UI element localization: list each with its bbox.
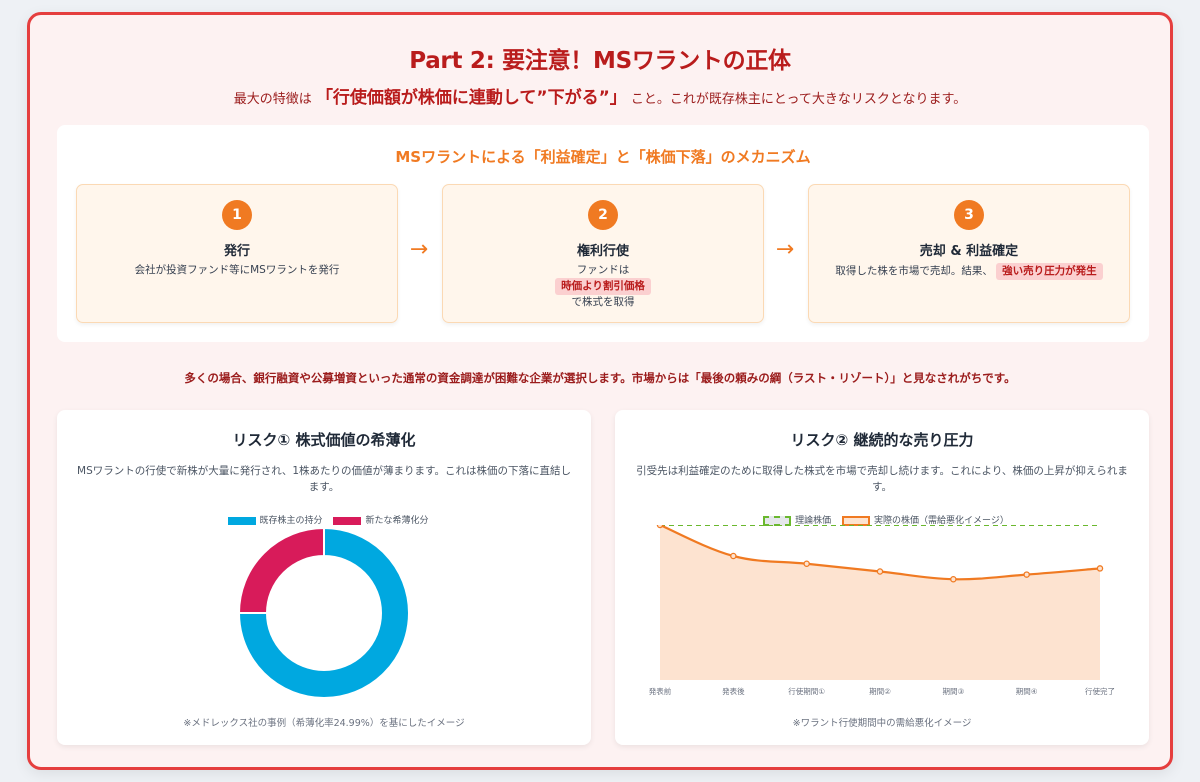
page-subtitle: 最大の特徴は 「行使価額が株価に連動して”下がる”」 こと。これが既存株主にとっ…	[30, 83, 1170, 108]
step-card-sell: 3 売却 & 利益確定 取得した株を市場で売却。結果、 強い売り圧力が発生	[808, 184, 1130, 323]
subtitle-emphasis: 「行使価額が株価に連動して”下がる”」	[315, 88, 627, 108]
slide-panel: Part 2: 要注意！MSワラントの正体 最大の特徴は 「行使価額が株価に連動…	[27, 12, 1173, 770]
mechanism-title: MSワラントによる「利益確定」と「株価下落」のメカニズム	[395, 148, 811, 166]
legend-label[interactable]: 実際の株価（需給悪化イメージ）	[874, 516, 1009, 526]
doughnut-segment[interactable]	[237, 528, 325, 614]
context-note: 多くの場合、銀行融資や公募増資といった通常の資金調達が困難な企業が選択します。市…	[184, 371, 1016, 385]
mechanism-panel: MSワラントによる「利益確定」と「株価下落」のメカニズム 1 発行 会社が投資フ…	[57, 125, 1149, 342]
risk2-title: リスク② 継続的な売り圧力	[790, 431, 974, 449]
data-point[interactable]	[656, 525, 664, 529]
data-point[interactable]	[730, 552, 737, 560]
step-desc-post: で株式を取得	[571, 296, 635, 308]
page-title: Part 2: 要注意！MSワラントの正体	[409, 48, 791, 74]
legend-label[interactable]: 新たな希薄化分	[365, 516, 429, 526]
step-name: 発行	[223, 244, 250, 259]
highlight-badge: 時価より割引価格	[555, 278, 651, 295]
step-card-issue: 1 発行 会社が投資ファンド等にMSワラントを発行	[76, 184, 398, 323]
step-number-badge: 2	[588, 200, 618, 230]
legend-swatch-theoretical	[763, 515, 792, 526]
step-number-badge: 1	[222, 200, 252, 230]
risk1-card: リスク① 株式価値の希薄化 MSワラントの行使で新株が大量に発行され、1株あたり…	[57, 410, 591, 745]
data-point[interactable]	[950, 576, 957, 583]
line-chart: 発表前 発表後 行使期間① 期間② 期間③ 期間④ 行使完了	[649, 525, 1115, 696]
risk1-footnote: ※メドレックス社の事例（希薄化率24.99%）を基にしたイメージ	[183, 718, 465, 729]
data-point[interactable]	[803, 560, 810, 568]
risk2-description: 引受先は利益確定のために取得した株式を市場で売却し続けます。これにより、株価の上…	[636, 465, 1128, 493]
subtitle-pre: 最大の特徴は	[233, 92, 312, 107]
subtitle-post: こと。これが既存株主にとって大きなリスクとなります。	[630, 92, 967, 107]
data-point[interactable]	[876, 568, 884, 575]
step-number-badge: 3	[954, 200, 984, 230]
step-description: 会社が投資ファンド等にMSワラントを発行	[134, 264, 340, 276]
doughnut-legend: 既存株主の持分 新たな希薄化分	[57, 513, 591, 526]
step-name: 売却 & 利益確定	[919, 244, 1019, 259]
step-name: 権利行使	[576, 244, 629, 259]
highlight-badge: 強い売り圧力が発生	[996, 263, 1103, 280]
step-desc-pre: ファンドは	[576, 264, 630, 276]
x-axis-tick-label: 発表前	[649, 686, 672, 696]
step-description: ファンドは 時価より割引価格 で株式を取得	[443, 263, 763, 310]
legend-swatch-actual	[842, 515, 871, 526]
x-axis-tick-label: 発表後	[722, 686, 745, 696]
risk2-footnote: ※ワラント行使期間中の需給悪化イメージ	[792, 718, 972, 729]
x-axis-tick-label: 期間③	[942, 687, 964, 696]
legend-label[interactable]: 既存株主の持分	[259, 516, 323, 526]
step-desc-pre: 取得した株を市場で売却。結果、	[835, 265, 993, 277]
legend-swatch-dilution	[333, 516, 362, 525]
x-axis-tick-label: 行使完了	[1085, 686, 1115, 696]
arrow-right-icon: →	[409, 237, 429, 262]
step-description: 取得した株を市場で売却。結果、 強い売り圧力が発生	[809, 263, 1129, 280]
data-point[interactable]	[1096, 565, 1104, 572]
data-point[interactable]	[1023, 571, 1030, 578]
legend-swatch-existing	[227, 516, 256, 525]
risk2-card: リスク② 継続的な売り圧力 引受先は利益確定のために取得した株式を市場で売却し続…	[615, 410, 1149, 745]
step-card-exercise: 2 権利行使 ファンドは 時価より割引価格 で株式を取得	[442, 184, 764, 323]
doughnut-segment[interactable]	[237, 528, 410, 699]
arrow-right-icon: →	[775, 237, 795, 262]
legend-label[interactable]: 理論株価	[795, 516, 832, 526]
risk1-description: MSワラントの行使で新株が大量に発行され、1株あたりの価値が薄まります。これは株…	[77, 465, 571, 493]
area-fill	[660, 525, 1100, 680]
x-axis-tick-label: 期間④	[1016, 687, 1038, 696]
risk1-title: リスク① 株式価値の希薄化	[232, 431, 416, 449]
doughnut-chart	[237, 528, 410, 699]
x-axis-tick-label: 行使期間①	[788, 686, 825, 696]
x-axis-tick-label: 期間②	[869, 687, 891, 696]
